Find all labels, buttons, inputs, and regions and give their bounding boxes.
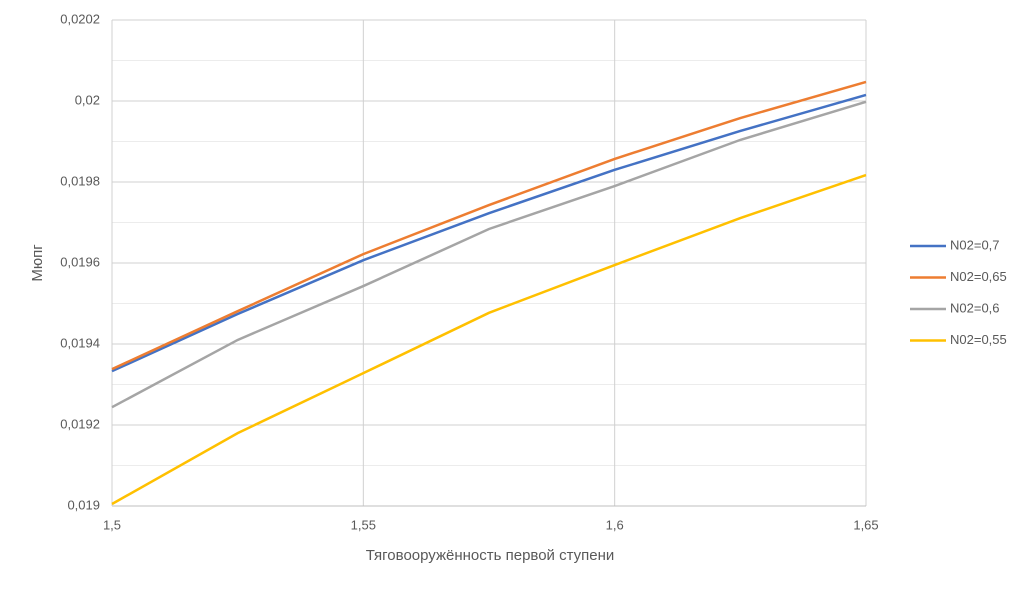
x-tick-label: 1,5: [103, 517, 121, 532]
legend-label: N02=0,65: [950, 269, 1007, 284]
y-tick-label: 0,02: [75, 92, 100, 107]
legend-label: N02=0,6: [950, 300, 1000, 315]
legend-label: N02=0,55: [950, 332, 1007, 347]
line: [111, 173, 867, 506]
y-tick-label: 0,0196: [60, 254, 100, 269]
y-tick-label: 0,0202: [60, 11, 100, 26]
line: [111, 80, 867, 371]
y-tick-label: 0,0198: [60, 173, 100, 188]
x-tick-label: 1,6: [606, 517, 624, 532]
y-axis-title: Мюпг: [29, 244, 46, 282]
legend-label: N02=0,7: [950, 237, 1000, 252]
y-tick-label: 0,019: [67, 497, 100, 512]
x-tick-label: 1,65: [853, 517, 878, 532]
x-axis-title: Тяговооружённость первой ступени: [366, 547, 615, 564]
line: [111, 100, 867, 409]
y-tick-label: 0,0194: [60, 335, 100, 350]
x-tick-label: 1,55: [351, 517, 376, 532]
y-tick-label: 0,0192: [60, 416, 100, 431]
line: [111, 93, 867, 373]
